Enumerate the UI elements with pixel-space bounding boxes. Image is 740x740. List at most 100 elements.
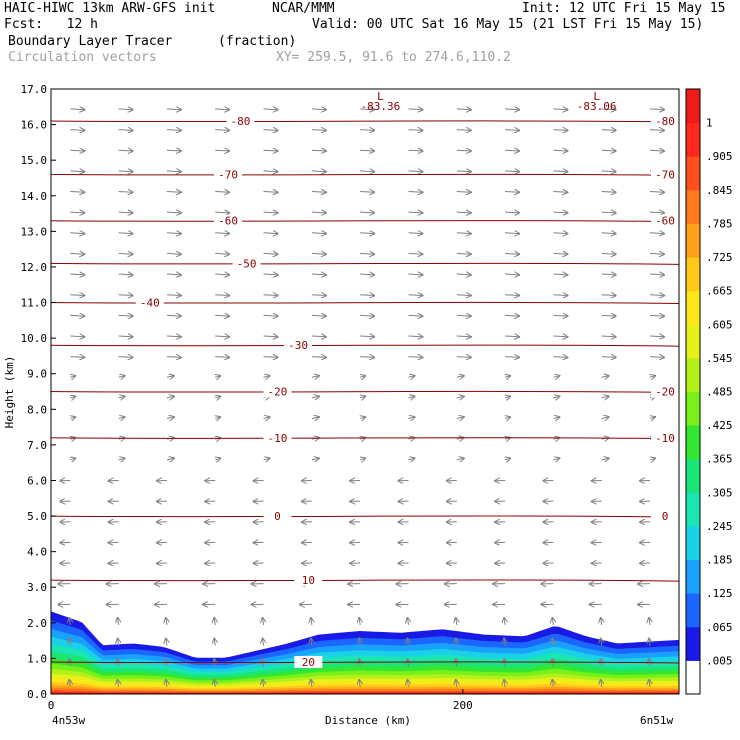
x-tick-label: 0: [48, 699, 55, 712]
circulation-vector: [70, 253, 84, 254]
circulation-vector: [504, 639, 505, 646]
y-axis-label: Height (km): [3, 356, 16, 429]
circulation-vector: [505, 376, 510, 377]
circulation-vector: [118, 315, 133, 316]
circulation-vector: [166, 396, 174, 398]
circulation-vector: [553, 212, 567, 213]
circulation-vector: [263, 618, 264, 626]
circulation-vector: [311, 233, 326, 234]
circulation-vector: [70, 233, 84, 234]
circulation-vector: [118, 274, 133, 275]
circulation-vector: [408, 191, 422, 192]
y-tick-label: 16.0: [21, 119, 48, 132]
circulation-vector: [649, 233, 664, 234]
circulation-vector: [601, 274, 616, 275]
circulation-vector: [263, 233, 278, 234]
circulation-vector: [360, 274, 374, 275]
colorbar-label: .845: [706, 184, 733, 197]
circulation-vector: [553, 458, 559, 460]
contour-label: -10: [268, 432, 288, 445]
colorbar-swatch: [686, 324, 700, 359]
circulation-vector: [553, 130, 567, 131]
circulation-vector: [601, 458, 609, 460]
circulation-vector: [360, 376, 365, 377]
circulation-vector: [408, 376, 414, 377]
circulation-vector: [359, 639, 360, 646]
contour-label-bg: [284, 339, 313, 352]
colorbar-frame: [685, 88, 701, 695]
y-tick-label: 15.0: [21, 154, 48, 167]
colorbar-label: .245: [706, 520, 733, 533]
circulation-vector: [601, 336, 616, 337]
circulation-vector: [215, 357, 229, 358]
circulation-vector: [360, 130, 374, 131]
circulation-vector: [408, 618, 409, 626]
circulation-vector: [215, 253, 229, 254]
contour-label-bg: [651, 431, 679, 444]
circulation-vector: [69, 639, 70, 646]
circulation-vector: [456, 130, 471, 131]
circulation-vector: [456, 233, 471, 234]
circulation-vector: [263, 171, 278, 172]
circulation-vector: [601, 680, 602, 687]
circulation-vector: [215, 295, 229, 296]
temperature-contour: [51, 661, 679, 664]
circulation-vector: [553, 357, 567, 358]
contour-label-bg: [651, 168, 679, 181]
circulation-vector: [649, 212, 664, 213]
contour-label-bg: [651, 385, 679, 398]
circulation-vector: [166, 417, 174, 419]
temperature-contour: [51, 262, 679, 265]
circulation-vector: [408, 253, 422, 254]
header-line3-left: Boundary Layer Tracer: [8, 34, 173, 49]
circulation-vector: [118, 639, 119, 646]
contour-label: 0: [274, 510, 281, 523]
circulation-vector: [311, 295, 326, 296]
colorbar-swatch: [686, 425, 700, 460]
contour-label: -20: [655, 386, 675, 399]
circulation-vector: [505, 357, 519, 358]
circulation-vector: [649, 253, 664, 254]
circulation-vector: [360, 191, 374, 192]
circulation-vector: [553, 376, 559, 377]
circulation-vector: [601, 253, 616, 254]
circulation-vector: [649, 191, 664, 192]
circulation-vector: [649, 618, 650, 626]
circulation-vector: [552, 639, 553, 646]
circulation-vector: [70, 417, 75, 419]
circulation-vector: [359, 618, 360, 626]
circulation-vector: [408, 295, 422, 296]
circulation-vector: [263, 315, 278, 316]
circulation-vector: [215, 150, 229, 151]
circulation-vector: [601, 150, 616, 151]
circulation-vector: [505, 109, 519, 110]
circulation-vector: [70, 396, 75, 398]
colorbar-swatch: [686, 156, 700, 191]
circulation-vector: [70, 130, 84, 131]
colorbar-swatch: [686, 626, 700, 661]
circulation-vector: [360, 336, 374, 337]
circulation-vector: [456, 357, 471, 358]
circulation-vector: [456, 191, 471, 192]
y-tick-label: 3.0: [27, 581, 47, 594]
y-tick-label: 6.0: [27, 474, 47, 487]
colorbar-swatch: [686, 391, 700, 426]
circulation-vector: [311, 130, 326, 131]
circulation-vector: [215, 376, 220, 377]
circulation-vector: [456, 376, 464, 377]
y-tick-label: 7.0: [27, 439, 47, 452]
circulation-vector: [166, 109, 181, 110]
circulation-vector: [360, 357, 374, 358]
circulation-vector: [408, 357, 422, 358]
circulation-vector: [360, 171, 374, 172]
contour-label: -70: [218, 168, 238, 181]
circulation-vector: [166, 639, 167, 646]
circulation-vector: [649, 150, 664, 151]
colorbar-label: .545: [706, 352, 733, 365]
circulation-vector: [601, 191, 616, 192]
circulation-vector: [408, 336, 422, 337]
circulation-vector: [166, 376, 174, 377]
circulation-vector: [553, 336, 567, 337]
contour-label: -70: [655, 168, 675, 181]
